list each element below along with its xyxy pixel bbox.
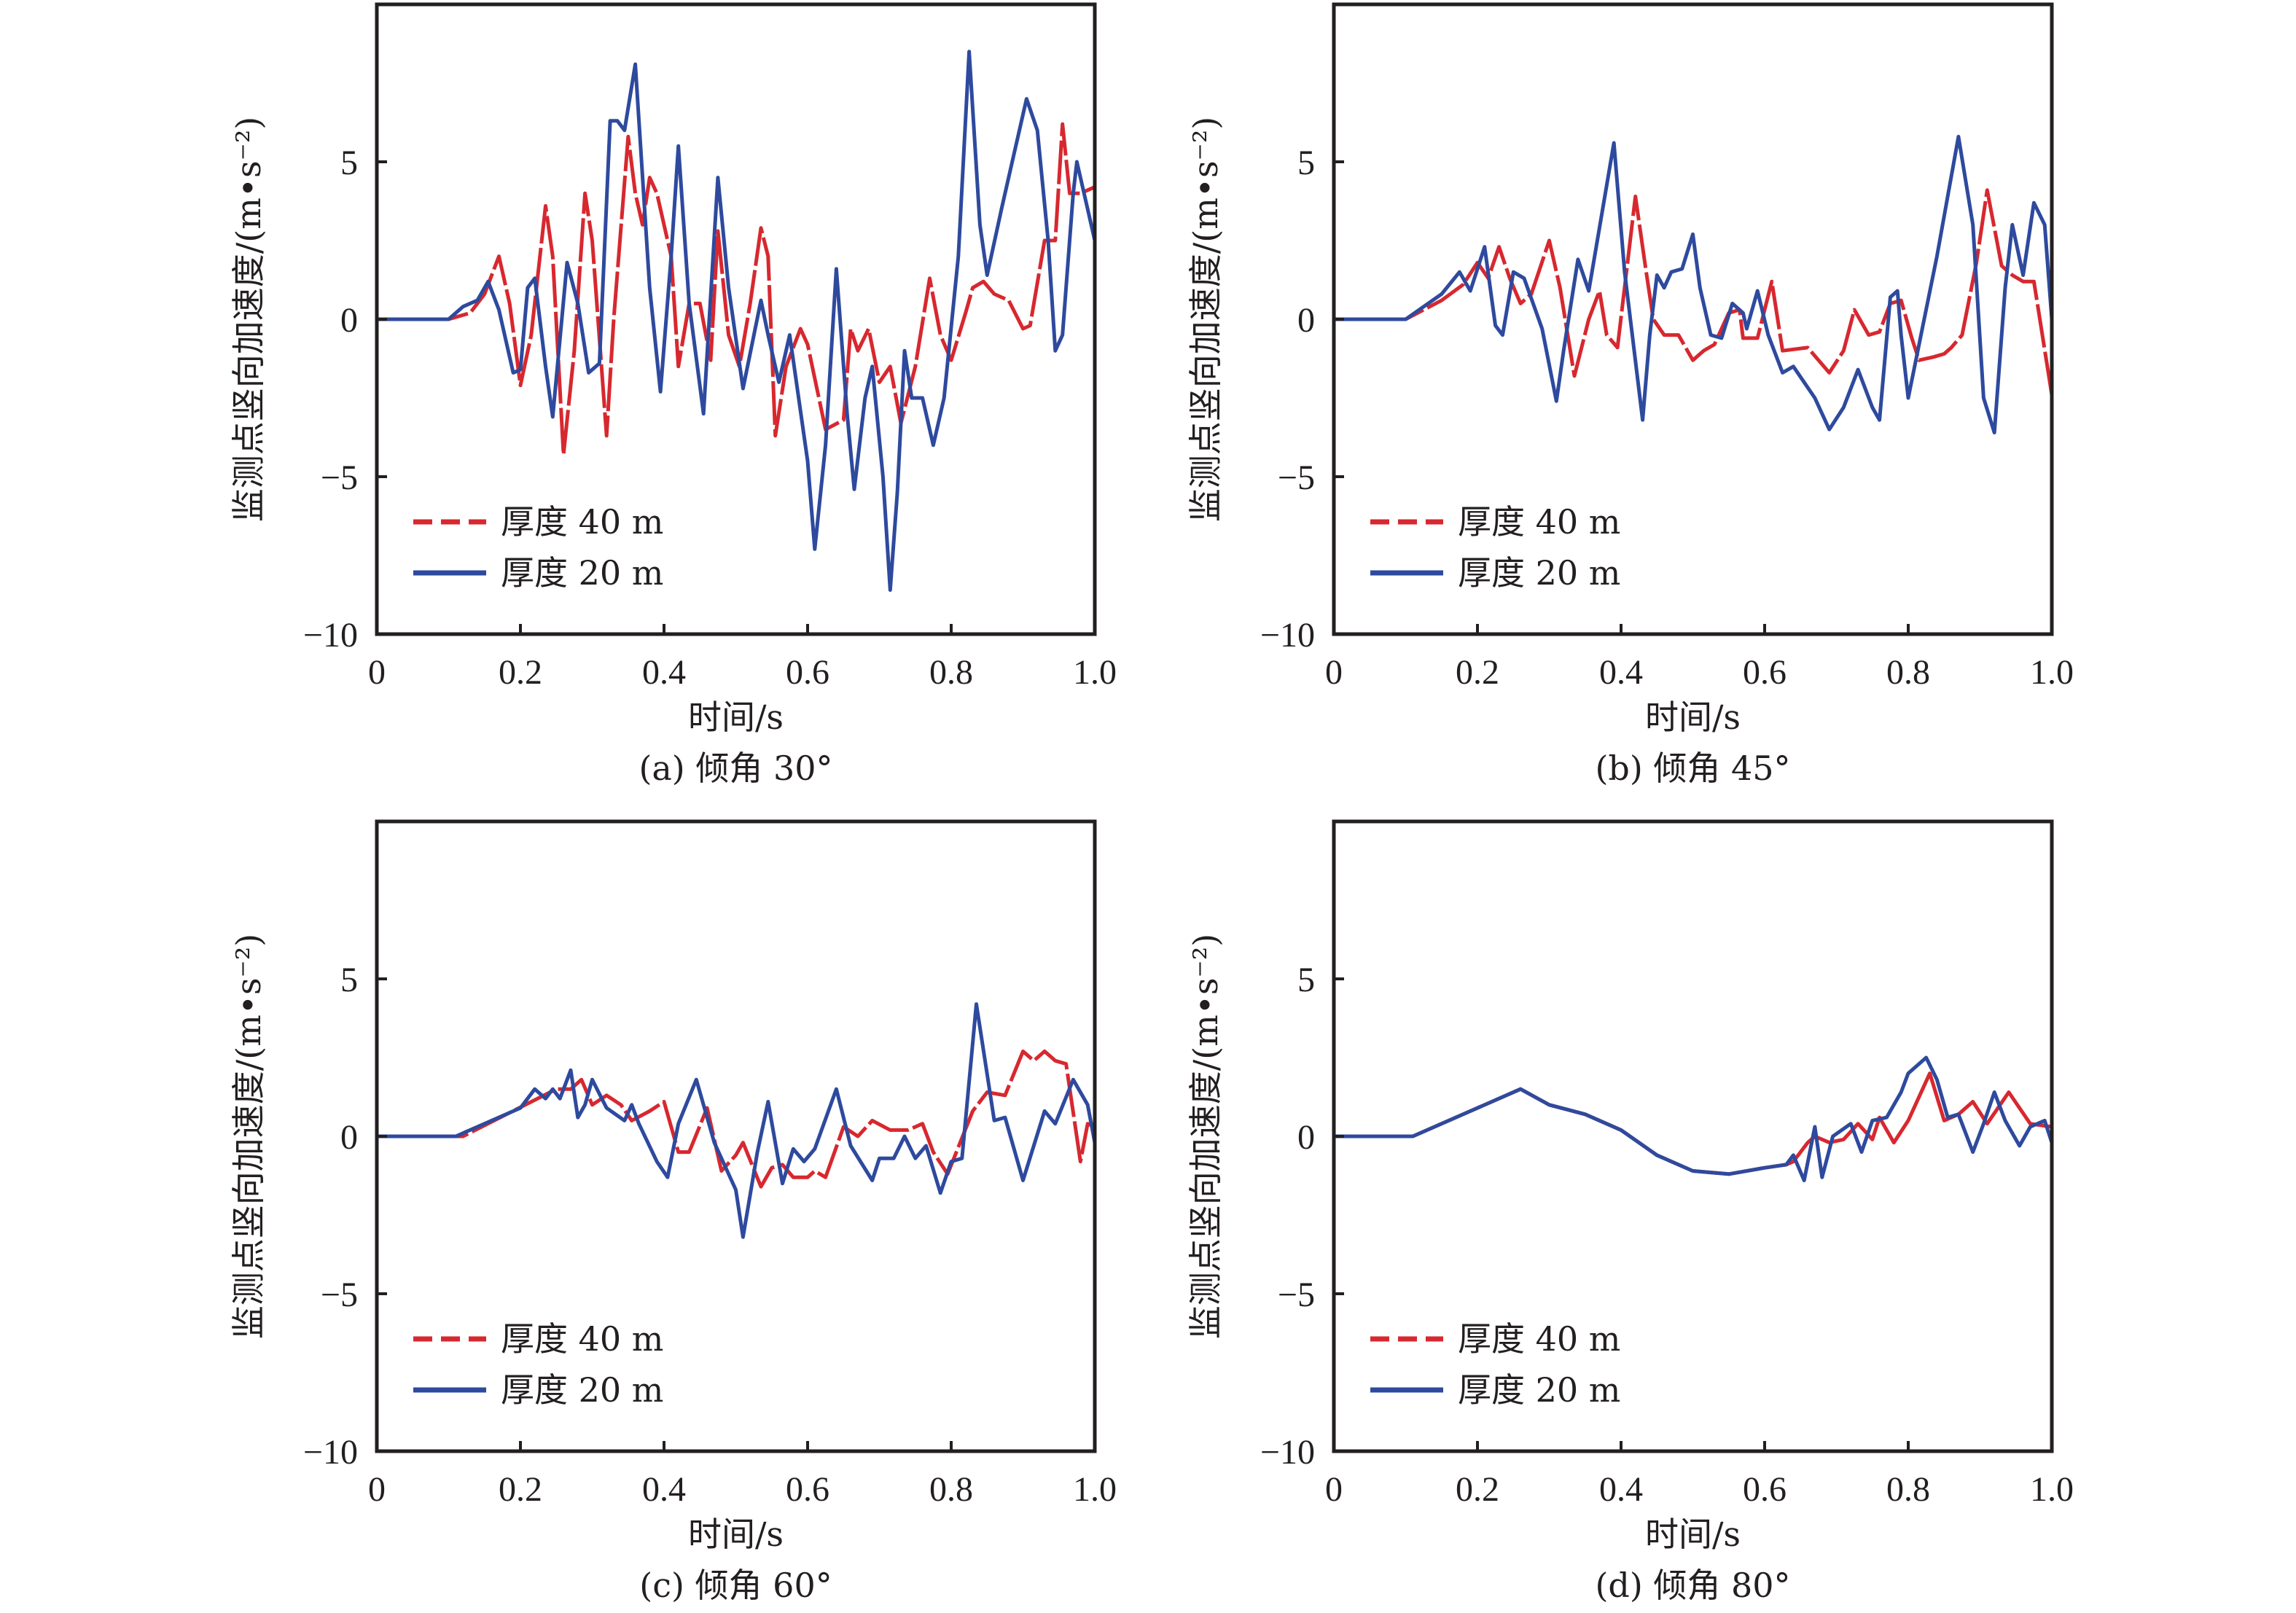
x-tick-label: 0.2 — [1456, 1470, 1499, 1509]
y-tick-label: −10 — [303, 1433, 358, 1472]
y-tick-label: 0 — [340, 1118, 358, 1157]
x-tick-label: 0.8 — [929, 1470, 973, 1509]
legend: 厚度 40 m 厚度 20 m — [413, 502, 663, 593]
y-tick-label: 0 — [1297, 1118, 1315, 1157]
y-axis-title: 监测点竖向加速度/(m•s⁻²) — [1186, 934, 1225, 1339]
y-tick-label: 0 — [340, 301, 358, 340]
panel-b: 0 0.2 0.4 0.6 0.8 1.0 −10 −5 0 5 时间/s 监测点竖向加速度/(m•s… — [1186, 2, 2074, 788]
y-axis-title: 监测点竖向加速度/(m•s⁻²) — [1186, 117, 1225, 522]
y-tick-label: −10 — [1260, 1433, 1315, 1472]
x-tick-label: 0.4 — [642, 653, 686, 692]
series-group — [1334, 134, 2052, 434]
x-tick-label: 0.2 — [499, 653, 542, 692]
y-axis-title: 监测点竖向加速度/(m•s⁻²) — [229, 934, 268, 1339]
plot-frame — [1332, 819, 2054, 1453]
y-tick-label: 5 — [1297, 961, 1315, 999]
legend-label: 厚度 40 m — [1458, 502, 1620, 542]
y-tick-label: 5 — [340, 144, 358, 182]
plot-frame — [375, 2, 1097, 636]
y-tick-label: −10 — [1260, 616, 1315, 655]
legend: 厚度 40 m 厚度 20 m — [1370, 502, 1620, 593]
x-tick-label: 1.0 — [2030, 653, 2074, 692]
legend-label: 厚度 20 m — [1458, 1370, 1620, 1410]
series-line-20m — [1334, 134, 2052, 434]
x-axis-title: 时间/s — [1645, 698, 1741, 737]
x-tick-label: 0.8 — [929, 653, 973, 692]
x-tick-label: 0.2 — [499, 1470, 542, 1509]
x-tick-label: 0.8 — [1886, 1470, 1930, 1509]
panel-a: 0 0.2 0.4 0.6 0.8 1.0 −10 −5 0 5 时间/s 监测点竖向加速度/(m•s… — [229, 2, 1117, 788]
x-tick-label: 0.6 — [786, 1470, 829, 1509]
x-axis-title: 时间/s — [688, 1515, 784, 1554]
panel-caption: (d) 倾角 80° — [1595, 1566, 1790, 1605]
x-tick-label: 1.0 — [1073, 1470, 1117, 1509]
x-tick-label: 0.4 — [1599, 653, 1643, 692]
y-tick-label: −5 — [321, 1276, 358, 1314]
plot-frame — [375, 819, 1097, 1453]
legend-label: 厚度 40 m — [1458, 1319, 1620, 1359]
x-axis-title: 时间/s — [688, 698, 784, 737]
x-tick-label: 0.2 — [1456, 653, 1499, 692]
y-tick-label: −5 — [1278, 1276, 1315, 1314]
series-line-40m — [377, 1049, 1095, 1189]
series-line-20m — [1334, 1055, 2052, 1182]
x-tick-label: 0.4 — [642, 1470, 686, 1509]
y-tick-label: −5 — [1278, 458, 1315, 497]
series-line-40m — [1334, 188, 2052, 396]
y-tick-label: −5 — [321, 458, 358, 497]
series-line-40m — [377, 122, 1095, 457]
series-line-20m — [377, 50, 1095, 592]
legend-label: 厚度 20 m — [1458, 553, 1620, 593]
y-tick-label: −10 — [303, 616, 358, 655]
legend: 厚度 40 m 厚度 20 m — [413, 1319, 663, 1410]
y-tick-label: 5 — [1297, 144, 1315, 182]
panel-caption: (c) 倾角 60° — [639, 1566, 832, 1605]
panel-d: 0 0.2 0.4 0.6 0.8 1.0 −10 −5 0 5 时间/s 监测点竖向加速度/(m•s… — [1186, 819, 2074, 1605]
x-tick-label: 0 — [368, 653, 386, 692]
panel-caption: (b) 倾角 45° — [1595, 749, 1790, 788]
series-group — [377, 1002, 1095, 1239]
legend-label: 厚度 40 m — [501, 1319, 663, 1359]
x-tick-label: 0 — [368, 1470, 386, 1509]
legend: 厚度 40 m 厚度 20 m — [1370, 1319, 1620, 1410]
legend-label: 厚度 40 m — [501, 502, 663, 542]
series-group — [1334, 1055, 2052, 1182]
x-axis-title: 时间/s — [1645, 1515, 1741, 1554]
legend-label: 厚度 20 m — [501, 553, 663, 593]
x-tick-label: 0.6 — [1743, 653, 1787, 692]
x-tick-label: 0 — [1325, 653, 1343, 692]
legend-label: 厚度 20 m — [501, 1370, 663, 1410]
x-tick-label: 1.0 — [1073, 653, 1117, 692]
y-tick-label: 5 — [340, 961, 358, 999]
series-group — [377, 50, 1095, 592]
panel-c: 0 0.2 0.4 0.6 0.8 1.0 −10 −5 0 5 时间/s 监测点竖向加速度/(m•s… — [229, 819, 1117, 1605]
x-tick-label: 0.6 — [1743, 1470, 1787, 1509]
panel-caption: (a) 倾角 30° — [639, 749, 832, 788]
x-tick-label: 0 — [1325, 1470, 1343, 1509]
y-axis-title: 监测点竖向加速度/(m•s⁻²) — [229, 117, 268, 522]
x-tick-label: 0.6 — [786, 653, 829, 692]
x-tick-label: 0.8 — [1886, 653, 1930, 692]
series-line-20m — [377, 1002, 1095, 1239]
x-tick-label: 0.4 — [1599, 1470, 1643, 1509]
x-tick-label: 1.0 — [2030, 1470, 2074, 1509]
y-tick-label: 0 — [1297, 301, 1315, 340]
plot-frame — [1332, 2, 2054, 636]
